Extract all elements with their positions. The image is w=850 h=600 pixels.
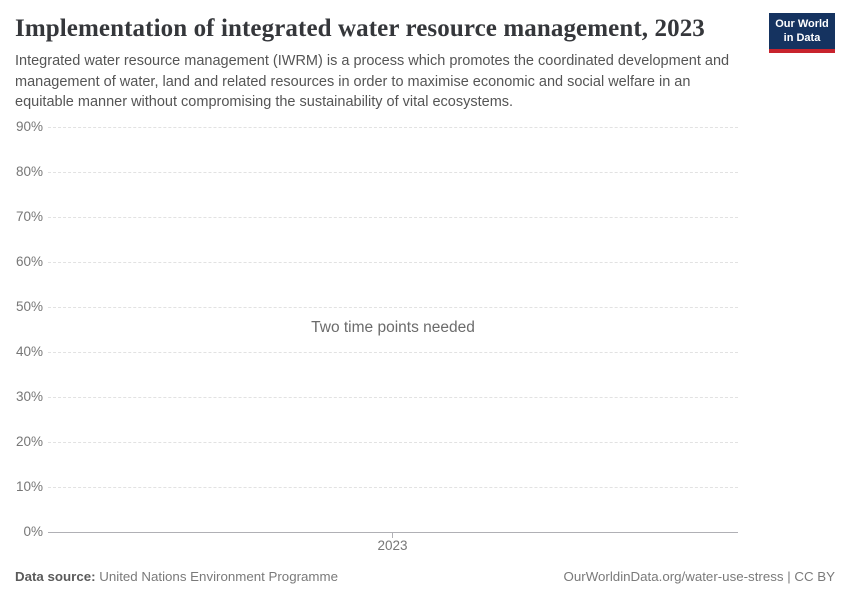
y-tick-label: 90% — [15, 119, 43, 134]
gridline — [48, 352, 738, 353]
gridline — [48, 487, 738, 488]
gridline — [48, 262, 738, 263]
owid-logo: Our World in Data — [769, 13, 835, 53]
y-tick-label: 20% — [15, 434, 43, 449]
empty-state-message: Two time points needed — [311, 319, 475, 336]
gridline — [48, 307, 738, 308]
y-tick-label: 40% — [15, 344, 43, 359]
y-tick-label: 80% — [15, 164, 43, 179]
y-tick-label: 10% — [15, 479, 43, 494]
owid-logo-line2: in Data — [783, 31, 821, 44]
gridline — [48, 217, 738, 218]
x-axis-line — [48, 532, 738, 533]
x-tick-label: 2023 — [377, 538, 408, 553]
data-source-value: United Nations Environment Programme — [99, 569, 338, 584]
chart-footer: Data source: United Nations Environment … — [15, 569, 835, 584]
gridline — [48, 172, 738, 173]
y-tick-label: 0% — [23, 524, 43, 539]
x-axis-tick — [392, 532, 393, 538]
y-tick-label: 30% — [15, 389, 43, 404]
y-tick-label: 70% — [15, 209, 43, 224]
y-tick-label: 60% — [15, 254, 43, 269]
gridline — [48, 442, 738, 443]
gridline — [48, 127, 738, 128]
data-source-label: Data source: — [15, 569, 96, 584]
owid-logo-line1: Our World — [775, 18, 829, 30]
attribution: OurWorldinData.org/water-use-stress | CC… — [563, 569, 835, 584]
gridline — [48, 397, 738, 398]
chart-header: Implementation of integrated water resou… — [15, 13, 835, 113]
y-tick-label: 50% — [15, 299, 43, 314]
chart-subtitle: Integrated water resource management (IW… — [15, 53, 730, 110]
page-title: Implementation of integrated water resou… — [15, 15, 705, 42]
data-source: Data source: United Nations Environment … — [15, 569, 338, 584]
